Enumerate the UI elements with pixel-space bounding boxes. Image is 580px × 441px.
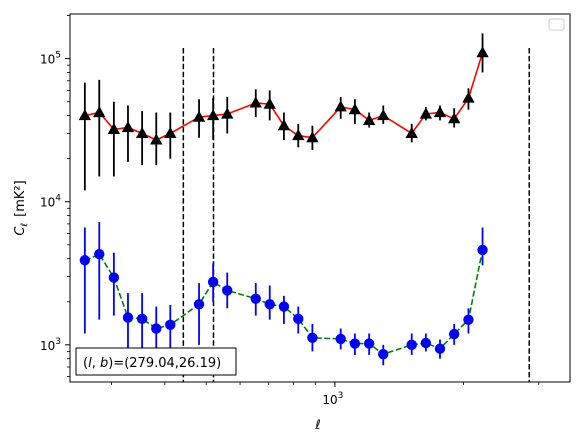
- series-1-point-22: [448, 328, 460, 340]
- series-1-point-23: [463, 314, 474, 325]
- annotation-box: (l, b)=(279.04,26.19): [75, 347, 237, 376]
- plot-background: [70, 14, 570, 382]
- series-0-point-1: [93, 106, 106, 118]
- series-1-point-18: [378, 349, 389, 360]
- series-0-point-10: [249, 96, 262, 108]
- series-0-point-15: [334, 100, 347, 112]
- series-0-point-20: [419, 107, 433, 119]
- series-0-point-24: [476, 46, 489, 58]
- y-tick-label-2: 105: [40, 51, 61, 67]
- series-0-point-13: [292, 129, 305, 141]
- plot-area: [69, 13, 571, 383]
- series-0-point-18: [377, 109, 390, 121]
- series-0-point-2: [107, 122, 121, 134]
- annotation-frame: [75, 347, 237, 376]
- series-1-point-13: [293, 313, 304, 325]
- series-0-point-12: [277, 119, 291, 131]
- series-layer: [78, 33, 489, 372]
- series-1-point-14: [307, 332, 318, 343]
- series-0-point-22: [448, 112, 461, 124]
- series-1-point-6: [165, 319, 176, 331]
- series-1-point-7: [193, 299, 205, 310]
- series-1-point-5: [151, 323, 162, 334]
- series-1-point-21: [434, 343, 446, 354]
- x-axis-label: ℓ: [314, 418, 320, 433]
- y-axis-label-unit: [mK²]: [13, 180, 28, 217]
- series-0: [78, 33, 489, 191]
- y-tick-label-1: 104: [40, 194, 61, 210]
- annotation-suffix: )=(279.04,26.19): [108, 356, 221, 371]
- y-axis-label: Cℓ [mK²]: [13, 180, 30, 235]
- series-1-point-15: [335, 333, 346, 345]
- annotation-text: (l, b)=(279.04,26.19): [83, 356, 221, 371]
- series-0-point-17: [362, 113, 376, 125]
- series-0-point-19: [405, 126, 418, 138]
- series-1-point-8: [207, 276, 219, 288]
- series-0-point-14: [306, 131, 319, 143]
- series-1-point-2: [108, 272, 120, 283]
- series-1-point-1: [94, 248, 105, 260]
- y-tick-label-0: 103: [40, 337, 61, 353]
- series-1-point-11: [264, 299, 275, 310]
- series-0-point-23: [462, 91, 475, 103]
- series-0-point-9: [221, 107, 234, 119]
- plot-frame: [69, 13, 571, 383]
- series-0-point-21: [433, 106, 447, 118]
- series-1-point-19: [406, 339, 417, 351]
- series-1: [79, 222, 488, 372]
- series-0-point-16: [348, 103, 362, 115]
- series-0-point-4: [135, 126, 149, 138]
- series-1-point-3: [122, 312, 134, 323]
- y-axis-label-subscript: ℓ: [20, 223, 30, 228]
- series-1-point-9: [222, 285, 233, 296]
- series-0-point-8: [206, 109, 220, 121]
- series-1-point-16: [349, 338, 361, 349]
- series-1-point-17: [363, 338, 375, 349]
- series-0-point-5: [150, 133, 163, 145]
- annotation-prefix: (: [83, 356, 88, 371]
- series-1-point-20: [420, 337, 432, 349]
- y-axis-label-main: C: [13, 226, 28, 236]
- series-0-point-7: [192, 110, 206, 122]
- annotation-b: b: [100, 356, 108, 371]
- series-1-point-24: [477, 244, 488, 256]
- annotation-sep: ,: [92, 356, 100, 371]
- legend-box: [548, 18, 565, 31]
- series-1-point-0: [79, 255, 91, 266]
- series-1-point-10: [250, 293, 261, 304]
- series-0-point-3: [121, 121, 135, 133]
- series-0-point-6: [164, 126, 177, 138]
- series-1-point-4: [136, 313, 148, 325]
- series-1-point-12: [278, 301, 290, 312]
- x-tick-label-0: 103: [322, 391, 343, 407]
- axis-ticks: 103 103 104 105: [40, 15, 540, 407]
- series-0-point-0: [78, 109, 92, 121]
- series-0-point-11: [263, 97, 276, 109]
- annotation-l: l: [88, 356, 92, 371]
